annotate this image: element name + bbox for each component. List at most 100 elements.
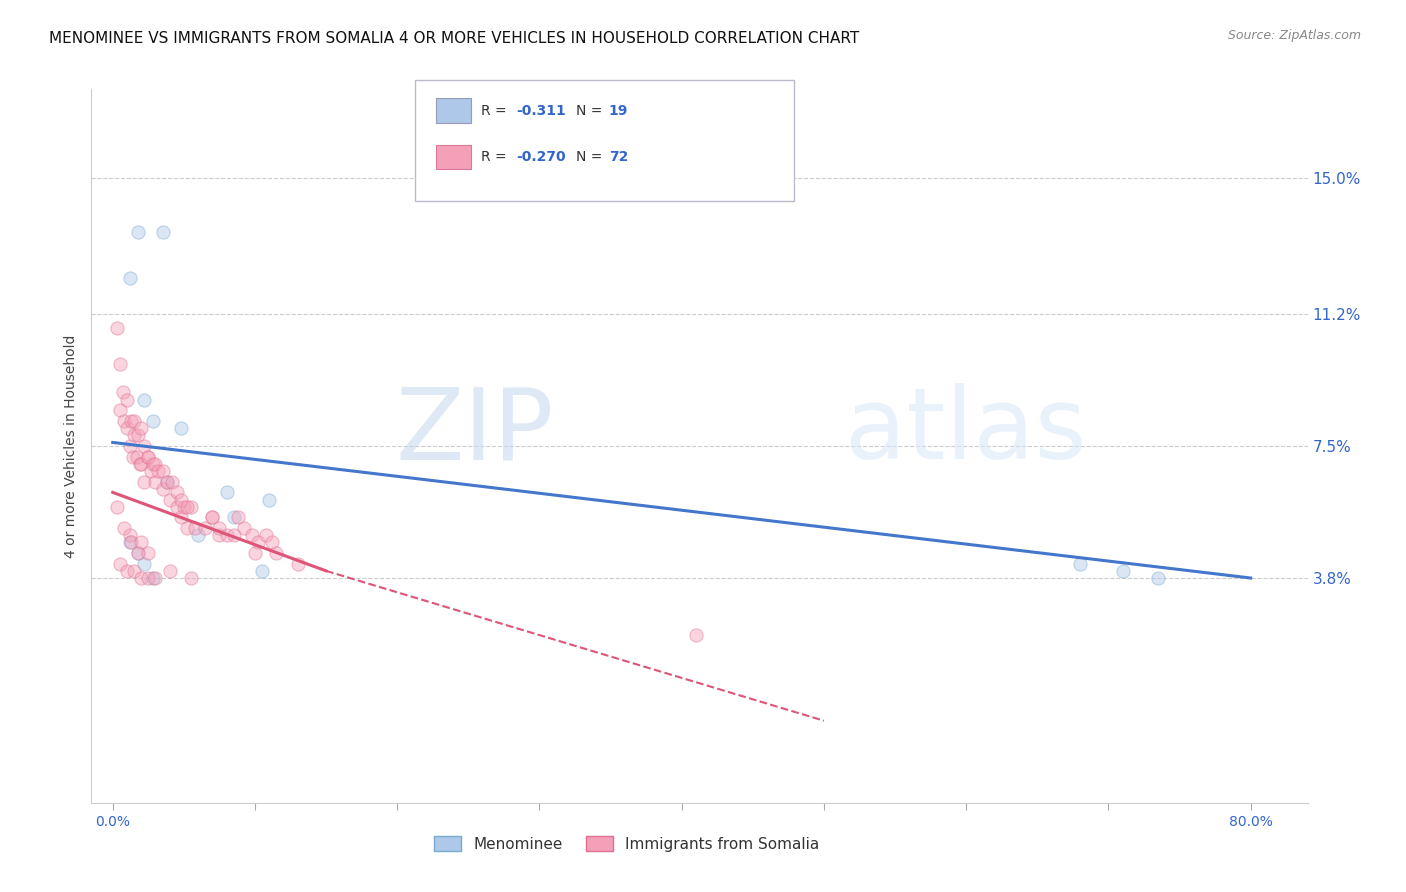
Point: [127, 546, 149, 560]
Text: N =: N =: [576, 150, 607, 164]
Point: [112, 521, 135, 535]
Point: [159, 492, 181, 507]
Point: [136, 571, 159, 585]
Text: MENOMINEE VS IMMIGRANTS FROM SOMALIA 4 OR MORE VEHICLES IN HOUSEHOLD CORRELATION: MENOMINEE VS IMMIGRANTS FROM SOMALIA 4 O…: [49, 31, 859, 46]
Point: [118, 271, 141, 285]
Y-axis label: 4 or more Vehicles in Household: 4 or more Vehicles in Household: [65, 334, 79, 558]
Text: N =: N =: [576, 103, 607, 118]
Point: [136, 450, 159, 464]
Point: [129, 571, 152, 585]
Point: [142, 571, 165, 585]
Point: [152, 482, 174, 496]
Point: [145, 571, 167, 585]
Point: [170, 421, 193, 435]
Point: [222, 528, 245, 542]
Point: [108, 357, 131, 371]
Point: [208, 528, 231, 542]
Point: [142, 414, 165, 428]
Text: R =: R =: [481, 150, 510, 164]
Point: [180, 500, 202, 514]
Point: [194, 521, 217, 535]
Point: [127, 225, 149, 239]
Legend: Menominee, Immigrants from Somalia: Menominee, Immigrants from Somalia: [426, 828, 827, 859]
Point: [136, 450, 159, 464]
Point: [260, 535, 283, 549]
Text: 19: 19: [609, 103, 628, 118]
Point: [156, 475, 179, 489]
Point: [243, 546, 266, 560]
Point: [115, 392, 138, 407]
Text: -0.270: -0.270: [516, 150, 565, 164]
Point: [118, 528, 141, 542]
Text: Source: ZipAtlas.com: Source: ZipAtlas.com: [1227, 29, 1361, 42]
Point: [142, 457, 165, 471]
Point: [108, 557, 131, 571]
Point: [1111, 564, 1133, 578]
Point: [127, 546, 149, 560]
Text: R =: R =: [481, 103, 510, 118]
Text: 72: 72: [609, 150, 628, 164]
Point: [1147, 571, 1170, 585]
Point: [118, 439, 141, 453]
Point: [685, 628, 707, 642]
Text: -0.311: -0.311: [516, 103, 565, 118]
Point: [148, 464, 170, 478]
Point: [176, 521, 198, 535]
Point: [173, 500, 195, 514]
Point: [266, 546, 288, 560]
Text: atlas: atlas: [845, 384, 1087, 480]
Point: [118, 535, 141, 549]
Point: [222, 510, 245, 524]
Point: [215, 485, 238, 500]
Point: [1069, 557, 1091, 571]
Point: [250, 564, 273, 578]
Point: [120, 414, 142, 428]
Point: [132, 439, 155, 453]
Point: [122, 414, 145, 428]
Point: [112, 414, 135, 428]
Point: [127, 428, 149, 442]
Point: [108, 403, 131, 417]
Point: [257, 492, 280, 507]
Point: [232, 521, 254, 535]
Point: [287, 557, 309, 571]
Point: [120, 535, 142, 549]
Point: [122, 428, 145, 442]
Point: [201, 510, 224, 524]
Point: [132, 475, 155, 489]
Point: [129, 421, 152, 435]
Point: [254, 528, 277, 542]
Point: [215, 528, 238, 542]
Point: [240, 528, 263, 542]
Point: [115, 421, 138, 435]
Point: [208, 521, 231, 535]
Point: [226, 510, 249, 524]
Point: [125, 450, 148, 464]
Point: [156, 475, 179, 489]
Text: ZIP: ZIP: [395, 384, 554, 480]
Point: [170, 510, 193, 524]
Point: [122, 564, 145, 578]
Point: [184, 521, 207, 535]
Point: [166, 485, 188, 500]
Point: [166, 500, 188, 514]
Point: [152, 225, 174, 239]
Point: [187, 528, 209, 542]
Point: [145, 475, 167, 489]
Point: [105, 321, 128, 335]
Point: [246, 535, 269, 549]
Point: [111, 385, 134, 400]
Point: [139, 464, 162, 478]
Point: [201, 510, 224, 524]
Point: [170, 492, 193, 507]
Point: [159, 564, 181, 578]
Point: [152, 464, 174, 478]
Point: [128, 457, 150, 471]
Point: [129, 535, 152, 549]
Point: [115, 564, 138, 578]
Point: [132, 557, 155, 571]
Point: [145, 457, 167, 471]
Point: [132, 392, 155, 407]
Point: [136, 546, 159, 560]
Point: [129, 457, 152, 471]
